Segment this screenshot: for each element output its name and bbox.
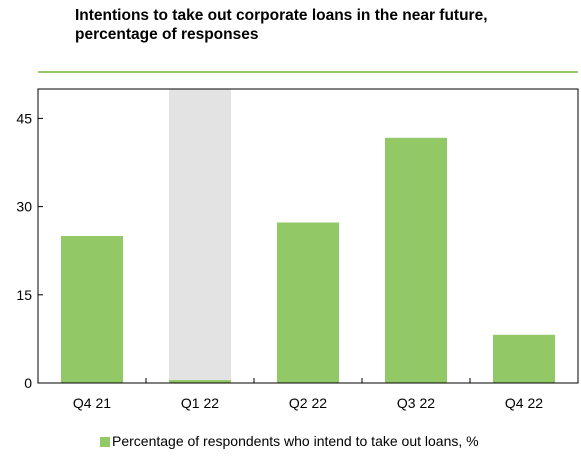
x-tick-label: Q2 22 — [289, 395, 327, 411]
bar — [277, 222, 339, 383]
highlight-band — [169, 89, 231, 383]
plot-frame — [37, 88, 579, 384]
y-tick-label: 0 — [24, 375, 32, 391]
title-divider — [38, 71, 578, 73]
legend-swatch — [100, 437, 110, 447]
x-tick-label: Q4 21 — [73, 395, 111, 411]
chart-title: Intentions to take out corporate loans i… — [75, 7, 488, 43]
bar — [385, 137, 447, 383]
chart-legend: Percentage of respondents who intend to … — [100, 432, 479, 450]
x-tick-label: Q4 22 — [505, 395, 543, 411]
y-tick-label: 45 — [16, 110, 32, 126]
bar — [169, 380, 231, 383]
x-tick-label: Q1 22 — [181, 395, 219, 411]
bar — [493, 334, 555, 383]
x-tick-label: Q3 22 — [397, 395, 435, 411]
legend-label: Percentage of respondents who intend to … — [112, 433, 479, 449]
y-tick-label: 15 — [16, 287, 32, 303]
y-tick-label: 30 — [16, 199, 32, 215]
bar — [61, 236, 123, 383]
